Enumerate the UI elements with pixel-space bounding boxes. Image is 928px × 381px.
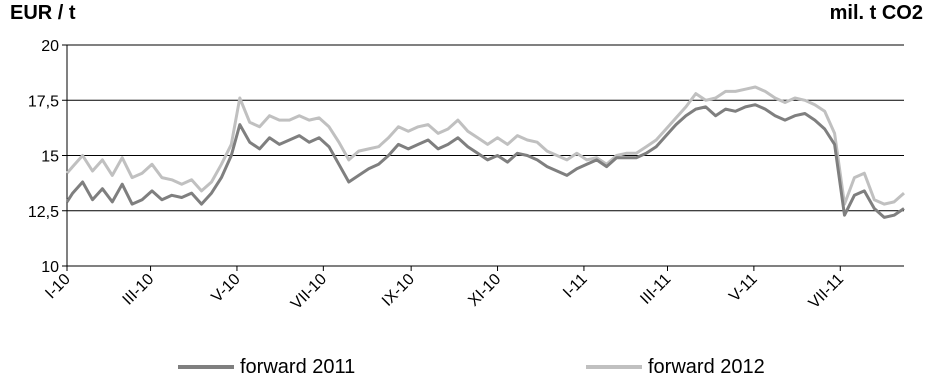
axes bbox=[62, 44, 904, 271]
legend-item-forward-2012: forward 2012 bbox=[586, 355, 765, 379]
legend-label-forward-2012: forward 2012 bbox=[648, 355, 765, 378]
x-tick-label: XI-10 bbox=[465, 271, 504, 310]
legend-label-forward-2011: forward 2011 bbox=[240, 355, 356, 378]
legend-item-forward-2011: forward 2011 bbox=[178, 355, 355, 379]
y-tick-label: 15 bbox=[41, 149, 59, 166]
x-tick-label: III-10 bbox=[120, 271, 158, 309]
y-tick-label: 12,5 bbox=[28, 204, 59, 221]
x-tick-label: V-10 bbox=[208, 271, 243, 306]
y-tick-label: 20 bbox=[41, 38, 59, 55]
x-tick-label: IX-10 bbox=[379, 271, 418, 310]
series-line-forward-2011 bbox=[65, 103, 905, 219]
x-tick-label: VII-11 bbox=[806, 271, 847, 312]
x-tick-label: I-11 bbox=[560, 271, 591, 302]
y-tick-label: 10 bbox=[41, 259, 59, 276]
y-tick-label: 17,5 bbox=[28, 93, 59, 110]
series-lines bbox=[65, 85, 905, 219]
legend-swatch-forward-2011 bbox=[178, 365, 234, 369]
y-axis-label-left: EUR / t bbox=[10, 2, 76, 24]
x-tick-label: VII-10 bbox=[288, 271, 330, 313]
legend-swatch-forward-2012 bbox=[586, 365, 642, 369]
series-line-forward-2012 bbox=[65, 85, 905, 206]
x-tick-label: III-11 bbox=[637, 271, 674, 308]
gridlines bbox=[67, 44, 904, 212]
y-axis-label-right: mil. t CO2 bbox=[829, 2, 923, 24]
x-tick-label: V-11 bbox=[726, 271, 761, 306]
